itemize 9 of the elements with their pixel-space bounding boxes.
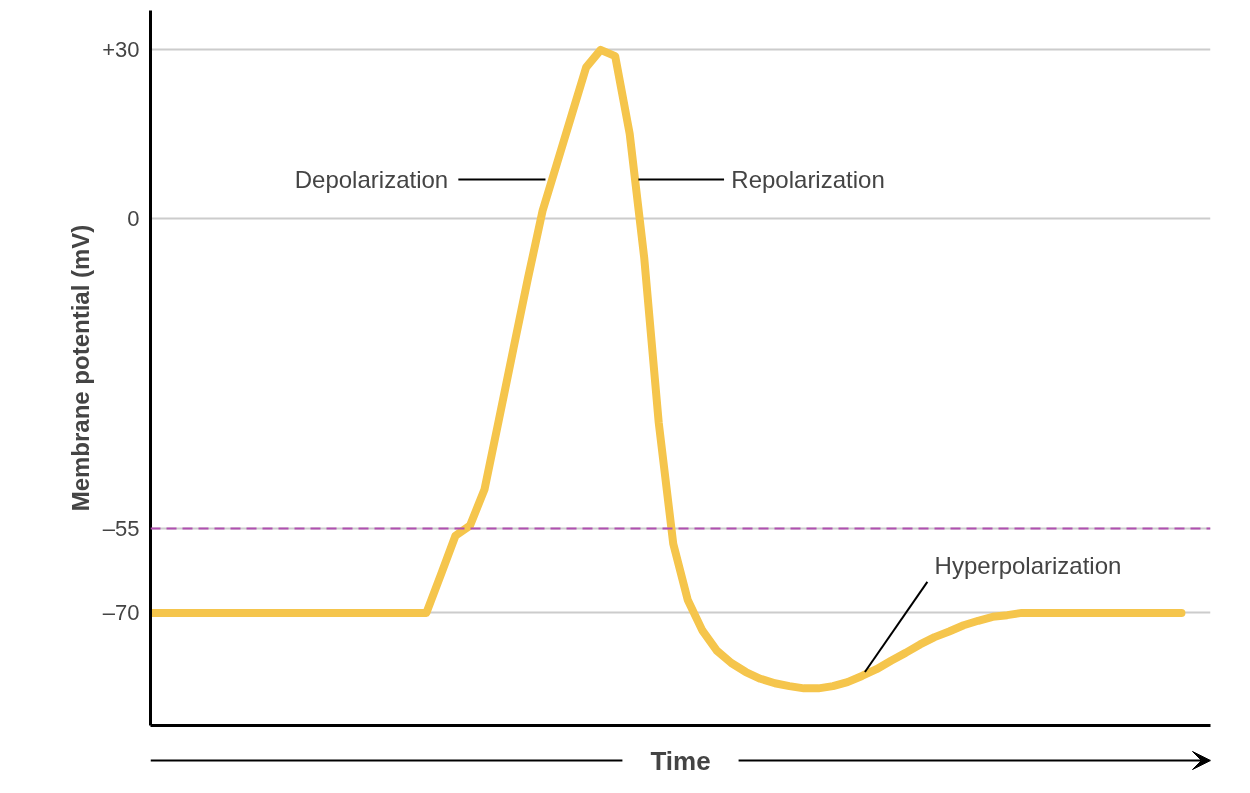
annotation: Repolarization [731,165,885,193]
y-tick-label: –70 [102,600,140,626]
annotation: Depolarization [294,165,449,193]
x-axis-title: Time [650,745,711,776]
annotation: Hyperpolarization [934,551,1122,579]
y-axis-title: Membrane potential (mV) [67,224,95,512]
y-tick-label: –55 [102,515,140,541]
y-tick-label: 0 [127,206,140,232]
y-tick-label: +30 [102,37,140,63]
